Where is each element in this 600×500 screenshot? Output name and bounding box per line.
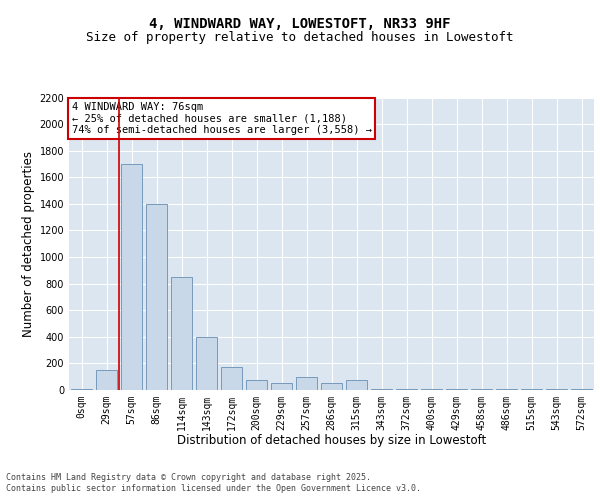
Bar bbox=[346, 380, 367, 390]
Text: Size of property relative to detached houses in Lowestoft: Size of property relative to detached ho… bbox=[86, 31, 514, 44]
Text: 4, WINDWARD WAY, LOWESTOFT, NR33 9HF: 4, WINDWARD WAY, LOWESTOFT, NR33 9HF bbox=[149, 18, 451, 32]
Y-axis label: Number of detached properties: Number of detached properties bbox=[22, 151, 35, 337]
Bar bbox=[121, 164, 142, 390]
Text: 4 WINDWARD WAY: 76sqm
← 25% of detached houses are smaller (1,188)
74% of semi-d: 4 WINDWARD WAY: 76sqm ← 25% of detached … bbox=[71, 102, 371, 135]
Bar bbox=[96, 370, 117, 390]
Text: Contains public sector information licensed under the Open Government Licence v3: Contains public sector information licen… bbox=[6, 484, 421, 493]
Bar bbox=[246, 380, 267, 390]
Bar bbox=[171, 277, 192, 390]
Bar bbox=[146, 204, 167, 390]
Bar bbox=[296, 376, 317, 390]
Text: Contains HM Land Registry data © Crown copyright and database right 2025.: Contains HM Land Registry data © Crown c… bbox=[6, 472, 371, 482]
X-axis label: Distribution of detached houses by size in Lowestoft: Distribution of detached houses by size … bbox=[177, 434, 486, 448]
Bar bbox=[196, 337, 217, 390]
Bar bbox=[221, 366, 242, 390]
Bar bbox=[71, 388, 92, 390]
Bar bbox=[271, 384, 292, 390]
Bar bbox=[321, 384, 342, 390]
